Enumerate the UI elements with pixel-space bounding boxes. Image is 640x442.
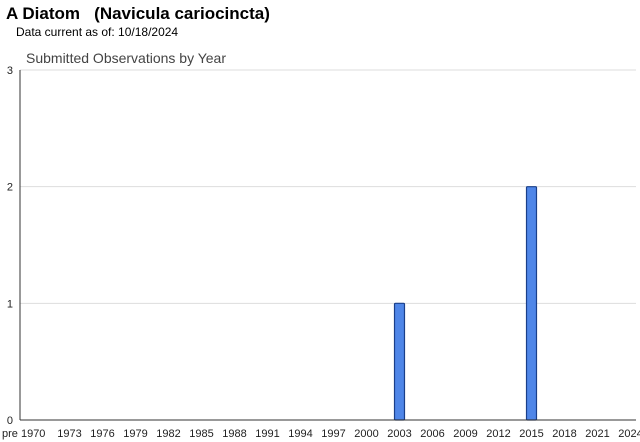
x-tick-label: 2003 [387, 428, 411, 440]
x-tick-label: 1985 [189, 428, 213, 440]
x-tick-label: 1991 [255, 428, 279, 440]
x-tick-label: 1994 [288, 428, 312, 440]
axes [19, 70, 636, 421]
y-tick-label: 3 [7, 65, 13, 77]
x-tick-label: 1982 [156, 428, 180, 440]
x-tick-label: 2015 [519, 428, 543, 440]
page-title: A Diatom (Navicula cariocincta) [6, 4, 270, 23]
y-tick-label: 1 [7, 298, 13, 310]
x-tick-label: 1973 [57, 428, 81, 440]
x-tick-label: 2009 [453, 428, 477, 440]
bar [393, 302, 406, 421]
y-tick-label: 2 [7, 182, 13, 194]
chart-title: Submitted Observations by Year [26, 50, 226, 66]
bars [393, 186, 538, 421]
grid-lines [20, 69, 636, 304]
x-tick-label: 2024 [618, 428, 640, 440]
x-tick-label: 1988 [222, 428, 246, 440]
x-tick-label: pre 1970 [2, 428, 45, 440]
x-tick-label: 2000 [354, 428, 378, 440]
y-tick-labels: 0 1 2 3 [7, 65, 13, 427]
x-tick-label: 2018 [552, 428, 576, 440]
x-tick-label: 1979 [123, 428, 147, 440]
bar [525, 186, 538, 421]
x-tick-label: 2006 [420, 428, 444, 440]
x-tick-label: 1997 [321, 428, 345, 440]
y-tick-label: 0 [7, 415, 13, 427]
x-tick-label: 2021 [585, 428, 609, 440]
data-current-text: Data current as of: 10/18/2024 [16, 25, 179, 39]
x-tick-labels: pre 1970 1973 1976 1979 1982 1985 1988 1991 1994… [2, 428, 640, 440]
x-tick-label: 1976 [90, 428, 114, 440]
x-tick-label: 2012 [486, 428, 510, 440]
